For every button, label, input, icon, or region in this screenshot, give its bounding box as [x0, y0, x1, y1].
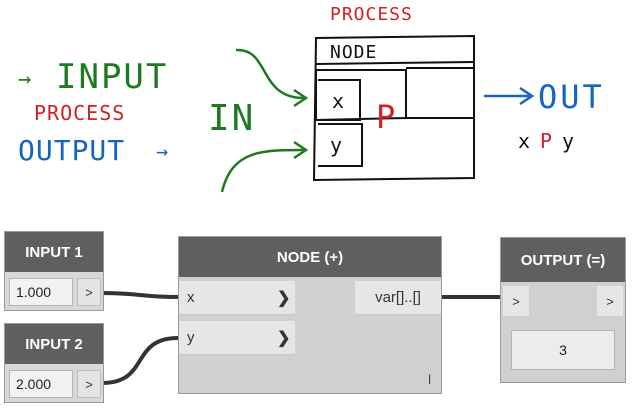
output-output-port[interactable]: >: [597, 286, 623, 316]
input1-output-port[interactable]: >: [77, 278, 101, 306]
input2-value-field[interactable]: 2.000: [9, 370, 73, 398]
input2-node[interactable]: INPUT 2 2.000 >: [4, 323, 104, 403]
sketch-p-label: P: [376, 98, 395, 136]
concept-sketch: → INPUT PROCESS OUTPUT → IN PROCESS NODE…: [18, 4, 605, 193]
sketch-x-port: x: [332, 89, 344, 113]
out-arrow: [484, 86, 535, 106]
input-arrow-bottom-head: [293, 140, 309, 160]
add-node-input-y-label: y: [187, 329, 195, 346]
add-node-input-x[interactable]: x: [179, 281, 295, 315]
add-node-input-x-label: x: [187, 289, 195, 306]
add-node[interactable]: NODE (+) x ❯ y ❯ var[]..[] l: [178, 236, 442, 394]
output-node[interactable]: OUTPUT (=) > > 3: [500, 237, 626, 383]
add-node-footer-mark: l: [428, 372, 431, 387]
output-label: OUTPUT: [18, 134, 125, 167]
add-node-output-label: var[]..[]: [375, 289, 421, 306]
input-arrow-glyph: →: [18, 67, 31, 92]
input1-node[interactable]: INPUT 1 1.000 >: [4, 231, 104, 311]
input-arrow-bottom: [220, 148, 305, 193]
process-label: PROCESS: [34, 101, 125, 125]
input-y-chevron-icon: ❯: [277, 330, 291, 347]
add-node-output-port[interactable]: var[]..[]: [355, 281, 441, 315]
in-label: IN: [208, 98, 255, 139]
sketch-y-port: y: [330, 133, 342, 157]
input-x-chevron-icon: ❯: [277, 290, 291, 307]
add-node-title: NODE (+): [179, 237, 441, 277]
output-arrow-glyph: →: [156, 139, 168, 163]
out-label: OUT: [538, 78, 605, 116]
formula-y: y: [562, 129, 574, 153]
input-arrow-top-head: [293, 88, 309, 108]
output-value-display: 3: [511, 330, 615, 370]
sketch-node-box: [312, 34, 475, 182]
output-node-title: OUTPUT (=): [501, 238, 625, 282]
formula-p: P: [540, 129, 552, 153]
sketch-process-title: PROCESS: [330, 4, 413, 25]
output-input-port[interactable]: >: [503, 286, 529, 316]
input2-title: INPUT 2: [5, 324, 103, 364]
input2-output-port[interactable]: >: [77, 370, 101, 398]
wire-input1-x: [101, 291, 179, 299]
formula-x: x: [518, 129, 530, 153]
wire-input2-y: [101, 336, 179, 385]
add-node-input-y[interactable]: y: [179, 321, 295, 355]
input-label: INPUT: [56, 57, 168, 97]
sketch-node-title: NODE: [330, 42, 377, 63]
input1-title: INPUT 1: [5, 232, 103, 272]
input1-value-field[interactable]: 1.000: [9, 278, 73, 306]
input-arrow-top: [235, 48, 305, 100]
